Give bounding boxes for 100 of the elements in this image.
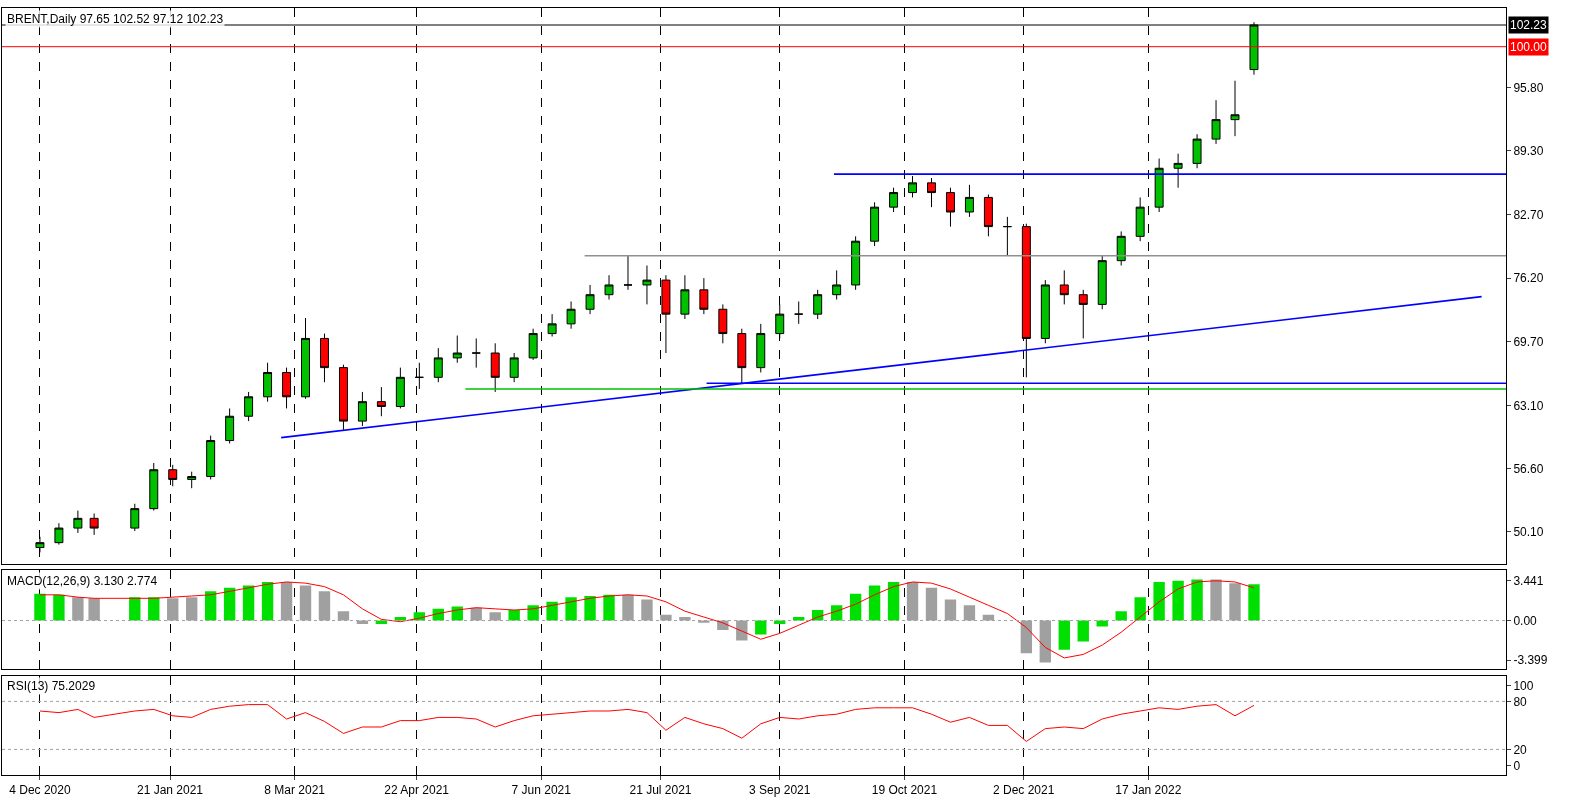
bar: [755, 620, 767, 635]
candlestick: [983, 194, 993, 237]
x-tick-label: 3 Sep 2021: [749, 783, 811, 798]
candlestick: [395, 367, 405, 409]
candlestick: [471, 337, 481, 369]
candlestick: [1135, 196, 1145, 242]
bar: [1172, 580, 1184, 621]
bar: [565, 597, 577, 621]
bar: [1077, 620, 1089, 642]
bar: [34, 593, 46, 621]
bar: [887, 581, 900, 621]
line-series: [39, 704, 1255, 742]
candlestick: [225, 407, 235, 444]
bar: [1191, 579, 1203, 621]
y-tick-label: 76.20: [1513, 271, 1544, 286]
candlestick: [1192, 133, 1202, 169]
y-tick-label: 80: [1513, 694, 1528, 709]
candlestick: [1078, 289, 1088, 339]
bar: [868, 585, 881, 621]
y-tick-label: 100: [1513, 678, 1534, 693]
candlestick: [585, 284, 595, 315]
candlestick: [1173, 153, 1183, 189]
candlestick: [1230, 80, 1240, 137]
x-tick-label: 7 Jun 2021: [511, 783, 572, 798]
bar: [148, 597, 160, 621]
y-tick-label: 0: [1513, 758, 1521, 773]
candlestick: [1097, 255, 1107, 310]
candlestick: [1154, 158, 1164, 213]
y-tick-label: 50.10: [1513, 525, 1544, 540]
candlestick: [1116, 230, 1126, 266]
candlestick: [547, 313, 557, 337]
candlestick: [149, 462, 159, 512]
candlestick: [737, 328, 747, 384]
bar: [204, 591, 217, 621]
candlestick: [642, 265, 652, 305]
y-tick-label: 20: [1513, 742, 1528, 757]
bar: [261, 581, 274, 621]
bar: [546, 601, 558, 621]
ref-line-label: 102.23: [1510, 18, 1548, 32]
x-tick-label: 21 Jul 2021: [629, 783, 692, 798]
candlestick: [1211, 99, 1221, 145]
bar: [1248, 584, 1260, 621]
candlestick: [1040, 279, 1050, 344]
bar: [129, 597, 141, 621]
candlestick: [452, 335, 462, 364]
candlestick: [813, 289, 823, 320]
candlestick: [699, 277, 709, 315]
candlestick: [490, 342, 500, 393]
y-tick-label: 82.70: [1513, 208, 1544, 223]
candlestick: [320, 333, 329, 383]
y-tick-label: 89.30: [1513, 143, 1544, 158]
candlestick: [1059, 269, 1069, 305]
candlestick: [509, 352, 519, 383]
bar: [1115, 611, 1127, 621]
x-tick-label: 22 Apr 2021: [384, 783, 450, 798]
bar: [603, 594, 615, 621]
candlestick: [206, 435, 216, 480]
x-tick-label: 21 Jan 2021: [136, 783, 204, 798]
y-tick-label: 56.60: [1513, 461, 1544, 476]
candlestick: [130, 503, 140, 532]
y-tick-label: 63.10: [1513, 398, 1544, 413]
candlestick: [680, 274, 690, 320]
y-tick-label: 3.441: [1513, 573, 1544, 588]
candlestick: [244, 391, 254, 422]
y-tick-label: 0.00: [1513, 613, 1538, 628]
candlestick: [54, 522, 64, 546]
y-tick-label: 69.70: [1513, 334, 1544, 349]
candlestick: [718, 303, 728, 344]
candlestick: [263, 362, 273, 403]
bar: [223, 587, 236, 621]
annotation: BRENT,Daily 97.65 102.52 97.12 102.23: [7, 12, 224, 26]
candlestick: [964, 184, 974, 218]
bar: [53, 594, 65, 621]
annotation: MACD(12,26,9) 3.130 2.774: [7, 574, 158, 588]
bar: [242, 585, 255, 621]
candlestick: [282, 367, 292, 409]
candlestick: [566, 300, 576, 330]
candlestick: [794, 300, 804, 325]
candlestick: [945, 187, 955, 228]
x-tick-label: 2 Dec 2021: [992, 783, 1055, 798]
bar: [584, 595, 596, 621]
bar: [1153, 581, 1165, 621]
bar: [1134, 597, 1146, 621]
ref-line-label: 100.00: [1510, 40, 1548, 54]
candlestick: [889, 187, 899, 213]
y-tick-label: -3.399: [1513, 653, 1548, 668]
x-tick-label: 4 Dec 2020: [9, 783, 71, 798]
candlestick: [338, 364, 348, 431]
x-tick-label: 17 Jan 2022: [1115, 783, 1182, 798]
candlestick: [433, 347, 443, 383]
candlestick: [187, 471, 197, 489]
bar: [508, 610, 520, 621]
candlestick: [927, 177, 936, 208]
candlestick: [73, 510, 83, 534]
y-tick-label: 95.80: [1513, 80, 1544, 95]
bar: [849, 593, 862, 621]
annotation: RSI(13) 75.2029: [7, 679, 96, 693]
x-tick-label: 8 Mar 2021: [264, 783, 326, 798]
candlestick: [604, 274, 614, 301]
x-tick-label: 19 Oct 2021: [871, 783, 938, 798]
